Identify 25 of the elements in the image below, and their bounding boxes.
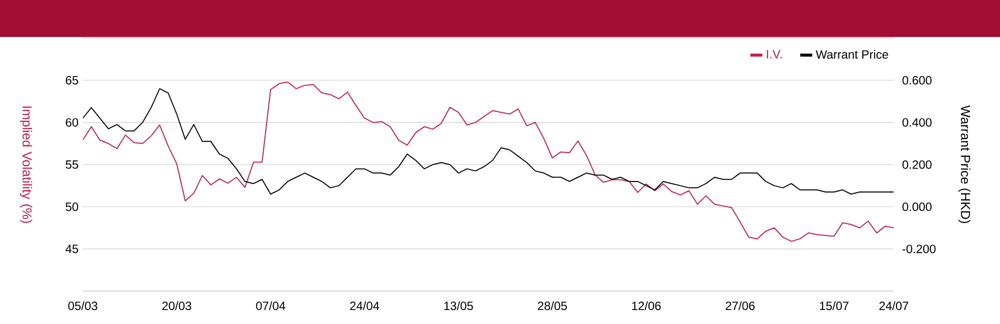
- line-series: [82, 81, 894, 242]
- x-tick-label: 28/05: [538, 301, 567, 310]
- y-tick-label: 65: [66, 76, 78, 85]
- y2-tick-label: -0.200: [902, 244, 936, 254]
- x-tick-label: 12/06: [632, 301, 661, 310]
- y-tick-label: 60: [66, 118, 78, 127]
- y-tick-label: 55: [66, 160, 78, 169]
- legend-label: I.V.: [766, 50, 782, 58]
- y2-tick-label: 0.200: [902, 160, 932, 169]
- x-tick-label: 05/03: [68, 301, 98, 310]
- y-tick-label: 50: [66, 202, 78, 212]
- x-tick-label: 27/06: [726, 301, 755, 310]
- y2-axis-title: Warrant Price (HKD): [958, 105, 970, 224]
- y-tick-label: 45: [66, 244, 78, 254]
- y-axis-title: Implied Volatility (%): [20, 106, 32, 224]
- y2-tick-label: 0.400: [902, 118, 932, 127]
- x-tick-label: 24/04: [350, 301, 380, 310]
- y2-tick-label: 0.000: [902, 202, 932, 212]
- x-tick-label: 20/03: [162, 301, 192, 310]
- x-tick-label: 13/05: [444, 301, 473, 310]
- x-tick-label: 07/04: [256, 301, 286, 310]
- y2-tick-label: 0.600: [902, 76, 932, 85]
- legend-label: Warrant Price: [816, 50, 888, 59]
- x-tick-label: 24/07: [879, 301, 908, 310]
- x-tick-label: 15/07: [820, 301, 848, 310]
